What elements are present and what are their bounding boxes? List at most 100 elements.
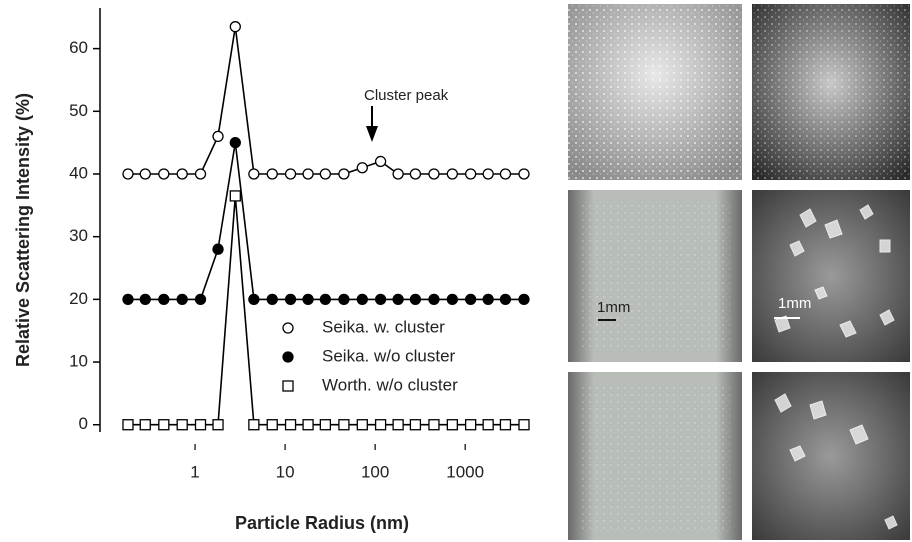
marker <box>409 293 422 306</box>
marker <box>302 419 314 431</box>
marker <box>356 419 368 431</box>
photo-texture <box>580 382 730 532</box>
series-line <box>128 142 524 301</box>
y-tick-label: 0 <box>79 414 88 433</box>
marker <box>266 293 278 306</box>
photo-texture <box>568 4 742 180</box>
marker <box>176 419 188 431</box>
marker <box>139 168 151 180</box>
marker <box>482 293 494 306</box>
marker <box>158 168 170 180</box>
marker <box>482 168 494 180</box>
marker <box>392 168 404 180</box>
marker <box>338 168 350 180</box>
scale-label: 1mm <box>597 299 630 316</box>
crystals <box>774 204 898 530</box>
marker <box>284 168 297 180</box>
marker <box>302 293 314 306</box>
legend-marker <box>282 351 294 363</box>
marker <box>194 419 207 431</box>
y-tick-label: 60 <box>69 38 88 57</box>
marker <box>464 419 477 431</box>
marker <box>464 168 477 180</box>
legend-label: Seika. w. cluster <box>322 317 445 336</box>
y-tick-label: 40 <box>69 163 88 182</box>
marker <box>194 168 207 180</box>
y-tick-label: 50 <box>69 101 88 120</box>
marker <box>176 168 188 180</box>
marker <box>338 293 350 306</box>
marker <box>374 419 387 431</box>
legend-marker <box>282 380 294 392</box>
x-tick-label: 100 <box>361 462 389 481</box>
marker <box>499 168 512 180</box>
y-tick-label: 20 <box>69 289 88 308</box>
marker <box>248 419 260 431</box>
marker <box>212 419 224 431</box>
y-tick-label: 10 <box>69 352 88 371</box>
marker <box>464 293 477 306</box>
marker <box>284 419 297 431</box>
marker <box>319 419 332 431</box>
marker <box>392 293 404 306</box>
marker <box>446 419 458 431</box>
marker <box>409 168 422 180</box>
marker <box>518 419 530 431</box>
x-axis-title: Particle Radius (nm) <box>235 513 409 533</box>
marker <box>409 419 422 431</box>
series-line <box>128 26 524 175</box>
annotation: Cluster peak <box>364 87 449 104</box>
marker <box>338 419 350 431</box>
marker <box>139 293 151 306</box>
marker <box>319 168 332 180</box>
marker <box>139 419 151 431</box>
marker <box>446 168 458 180</box>
legend-label: Seika. w/o cluster <box>322 346 456 365</box>
scale-label: 1mm <box>778 295 811 312</box>
legend-label: Worth. w/o cluster <box>322 375 458 394</box>
legend-marker <box>282 322 294 334</box>
marker <box>122 419 134 431</box>
marker <box>499 419 512 431</box>
y-axis-title: Relative Scattering Intensity (%) <box>13 93 33 367</box>
marker <box>428 293 440 306</box>
x-tick-label: 1 <box>190 462 199 481</box>
y-tick-label: 30 <box>69 226 88 245</box>
marker <box>428 419 440 431</box>
photo <box>752 372 910 540</box>
marker <box>499 293 512 306</box>
marker <box>266 419 278 431</box>
marker <box>266 168 278 180</box>
marker <box>356 293 368 306</box>
x-tick-label: 10 <box>276 462 295 481</box>
marker <box>482 419 494 431</box>
marker <box>229 136 241 149</box>
marker <box>229 190 241 202</box>
marker <box>319 293 332 306</box>
photos: 1mm 1mm <box>568 4 910 540</box>
marker <box>212 130 224 143</box>
marker <box>122 168 134 180</box>
marker <box>374 155 387 168</box>
marker <box>518 168 530 180</box>
marker <box>229 21 241 33</box>
marker <box>122 293 134 306</box>
marker <box>374 293 387 306</box>
marker <box>248 293 260 306</box>
marker <box>176 293 188 306</box>
marker <box>518 293 530 306</box>
marker <box>212 243 224 255</box>
marker <box>302 168 314 180</box>
marker <box>392 419 404 431</box>
x-tick-label: 1000 <box>446 462 484 481</box>
photo-texture <box>752 4 910 180</box>
photo <box>752 190 910 362</box>
annotation-arrowhead <box>366 126 378 142</box>
marker <box>248 168 260 180</box>
marker <box>356 162 368 174</box>
marker <box>158 419 170 431</box>
marker <box>194 293 207 306</box>
marker <box>446 293 458 306</box>
marker <box>428 168 440 180</box>
